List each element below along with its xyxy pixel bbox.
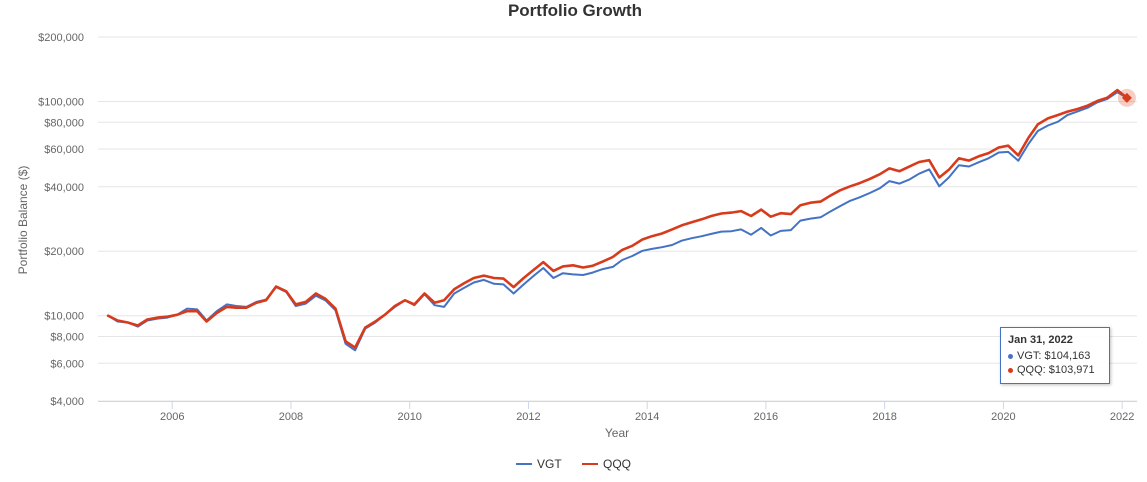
- x-axis-label: Year: [605, 426, 629, 440]
- y-tick-label: $6,000: [50, 358, 84, 370]
- tooltip-value-qqq: QQQ: $103,971: [1017, 364, 1095, 376]
- tooltip-dot-qqq: [1008, 367, 1013, 373]
- marker-layer: [1117, 88, 1136, 107]
- tooltip-dot-vgt: [1008, 353, 1013, 359]
- x-tick-label: 2012: [516, 411, 540, 423]
- x-tick-label: 2006: [160, 411, 184, 423]
- series-line-vgt[interactable]: [107, 91, 1128, 352]
- y-tick-label: $80,000: [44, 117, 84, 129]
- y-tick-label: $60,000: [44, 144, 84, 156]
- legend-item-qqq[interactable]: QQQ: [582, 457, 631, 471]
- x-tick-label: 2022: [1110, 411, 1134, 423]
- legend-label-vgt: VGT: [537, 457, 562, 471]
- y-tick-label: $100,000: [38, 96, 84, 108]
- x-tick-label: 2014: [635, 411, 659, 423]
- y-tick-label: $4,000: [50, 396, 84, 408]
- x-tick-label: 2018: [872, 411, 896, 423]
- series-line-qqq[interactable]: [106, 88, 1129, 349]
- x-tick-label: 2008: [279, 411, 303, 423]
- y-axis-label: Portfolio Balance ($): [16, 166, 30, 275]
- y-tick-label: $10,000: [44, 311, 84, 323]
- series-layer: [106, 88, 1129, 352]
- tooltip: Jan 31, 2022 VGT: $104,163 QQQ: $103,971: [1000, 327, 1110, 384]
- x-tick-label: 2020: [991, 411, 1015, 423]
- y-tick-label: $8,000: [50, 332, 84, 344]
- chart-title: Portfolio Growth: [508, 1, 642, 20]
- y-tick-label: $200,000: [38, 32, 84, 44]
- x-tick-label: 2010: [397, 411, 421, 423]
- grid-layer: $4,000 $6,000 $8,000 $10,000 $20,000 $40,000 $…: [38, 32, 1137, 423]
- tooltip-row-qqq: QQQ: $103,971: [1008, 363, 1102, 377]
- hover-marker-qqq: [1121, 92, 1132, 103]
- y-tick-label: $40,000: [44, 182, 84, 194]
- legend-label-qqq: QQQ: [603, 457, 631, 471]
- y-tick-label: $20,000: [44, 246, 84, 258]
- tooltip-value-vgt: VGT: $104,163: [1017, 350, 1091, 362]
- legend-item-vgt[interactable]: VGT: [516, 457, 562, 471]
- tooltip-date: Jan 31, 2022: [1008, 334, 1073, 346]
- legend[interactable]: VGT QQQ: [516, 457, 631, 471]
- tooltip-row-vgt: VGT: $104,163: [1008, 349, 1102, 363]
- x-tick-label: 2016: [754, 411, 778, 423]
